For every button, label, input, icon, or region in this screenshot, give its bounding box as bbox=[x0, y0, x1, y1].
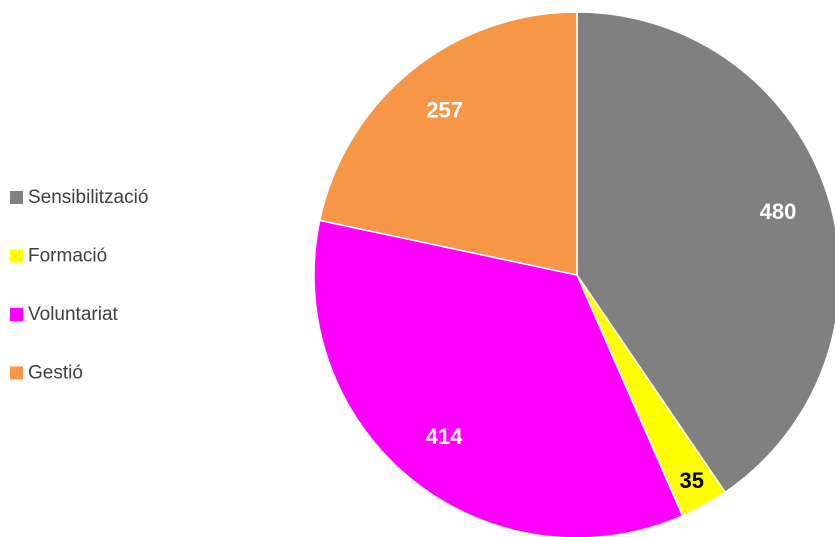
legend-label: Gestió bbox=[28, 363, 83, 384]
legend-swatch bbox=[10, 366, 23, 380]
pie-slice bbox=[313, 219, 684, 537]
pie-slice bbox=[318, 11, 578, 276]
legend-swatch bbox=[10, 249, 23, 263]
legend-label: Voluntariat bbox=[28, 304, 119, 325]
legend-swatch bbox=[10, 191, 23, 204]
legend-swatch bbox=[10, 308, 23, 321]
pie-slice bbox=[576, 11, 835, 494]
data-label: 414 bbox=[426, 424, 463, 449]
data-label: 257 bbox=[426, 97, 463, 122]
data-label: 35 bbox=[679, 468, 703, 493]
legend-label: Sensibilització bbox=[28, 187, 148, 208]
data-label: 480 bbox=[760, 199, 797, 224]
legend-label: Formació bbox=[28, 246, 107, 267]
